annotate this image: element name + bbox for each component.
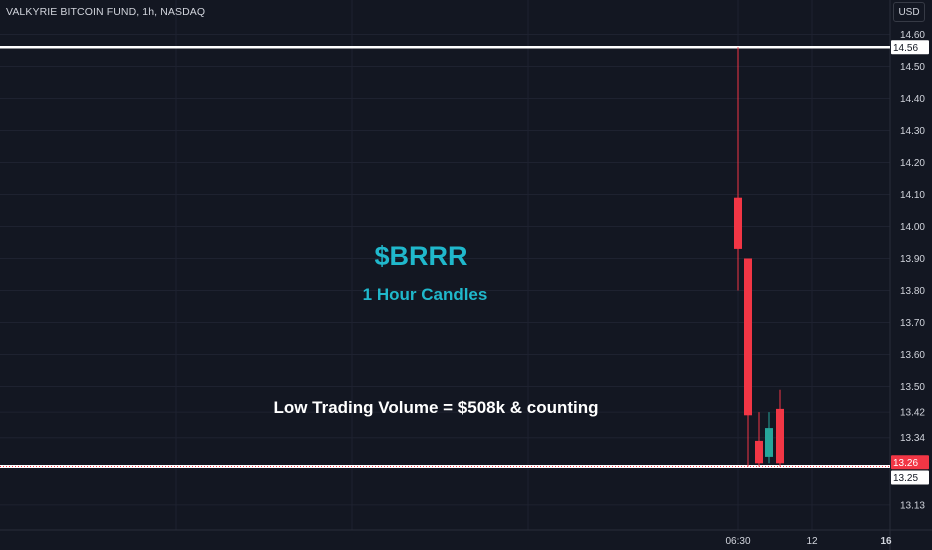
y-tick-label: 13.60 [900,350,925,361]
currency-button[interactable]: USD [893,2,925,22]
x-tick-label: 16 [880,536,892,547]
subtitle-annotation: 1 Hour Candles [362,285,488,304]
candle-body [744,258,752,416]
line-price-label-bg [891,470,929,485]
y-tick-label: 14.10 [900,190,925,201]
line-price-label: 14.56 [893,43,918,54]
y-tick-label: 14.60 [900,30,925,41]
y-tick-label: 13.70 [900,318,925,329]
y-tick-label: 13.80 [900,286,925,297]
ticker-annotation: $BRRR [374,241,468,271]
y-tick-label: 13.90 [900,254,925,265]
symbol-title: VALKYRIE BITCOIN FUND, 1h, NASDAQ [6,6,206,18]
last-price-label: 13.26 [893,458,918,469]
line-price-label-bg [891,40,929,55]
y-tick-label: 13.13 [900,500,925,511]
candle-body [755,440,763,464]
y-tick-label: 13.34 [900,433,925,444]
y-tick-label: 14.20 [900,158,925,169]
y-tick-label: 14.00 [900,222,925,233]
last-price-label-bg [891,455,929,470]
candle-body [776,408,784,464]
candle-body [734,197,742,249]
y-tick-label: 13.42 [900,408,925,419]
y-tick-label: 14.50 [900,62,925,73]
y-tick-label: 14.30 [900,126,925,137]
x-tick-label: 06:30 [725,536,750,547]
volume-annotation: Low Trading Volume = $508k & counting [273,398,599,417]
line-price-label: 13.25 [893,473,918,484]
candle-body [765,428,773,457]
y-tick-label: 13.50 [900,382,925,393]
y-tick-label: 14.40 [900,94,925,105]
x-tick-label: 12 [806,536,818,547]
